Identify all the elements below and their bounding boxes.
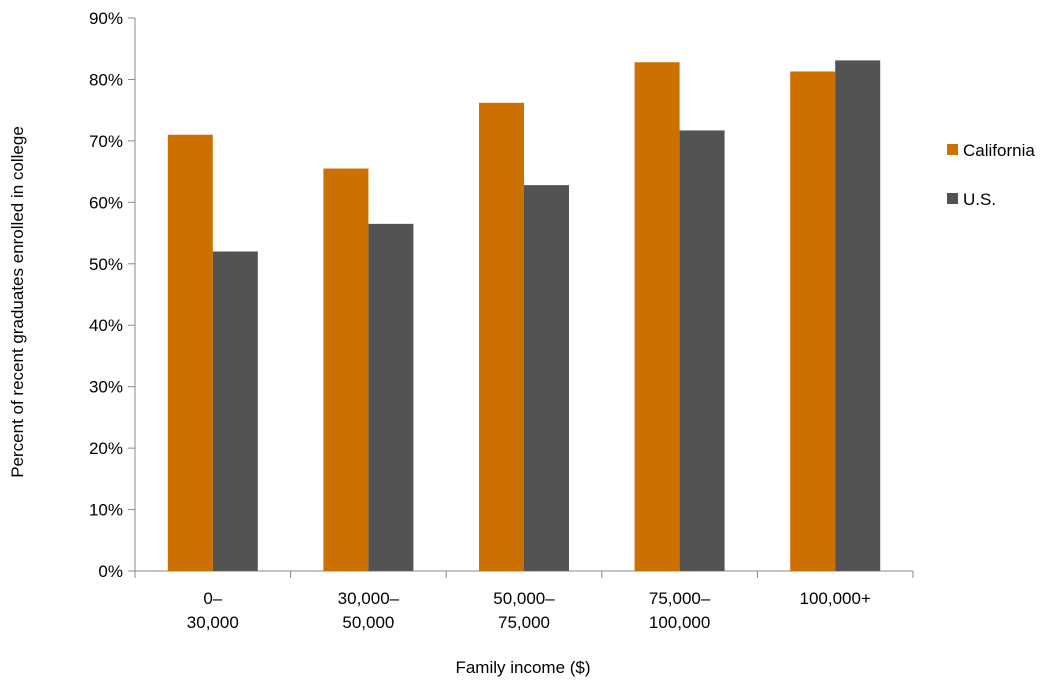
x-tick-label-line: 30,000– (338, 589, 400, 608)
x-tick-label-line: 100,000+ (800, 589, 871, 608)
x-axis: 0– 30,000 30,000– 50,000 50,000– 75,000 75,000… (134, 570, 914, 632)
x-tick-label-line: 0– (203, 589, 222, 608)
y-tick-label: 20% (89, 439, 123, 458)
bar-u-s-1 (368, 223, 414, 572)
y-tick-label: 40% (89, 316, 123, 335)
bar-u-s-2 (524, 185, 569, 571)
legend-label: California (963, 141, 1035, 160)
x-tick-label: 100,000+ (800, 589, 871, 608)
x-tick-label-line: 30,000 (187, 613, 239, 632)
legend-label: U.S. (963, 190, 996, 209)
x-tick-label-line: 50,000– (493, 589, 555, 608)
y-axis: 0% 10% 20% 30% 40% 50% 60% 70% 80% 90% (89, 9, 136, 581)
x-tick-label: 50,000– 75,000 (493, 589, 555, 632)
x-tick-label-line: 100,000 (649, 613, 710, 632)
legend: California U.S. (947, 141, 1035, 209)
y-tick-label: 10% (89, 501, 123, 520)
x-tick-label-line: 50,000 (342, 613, 394, 632)
y-tick-label: 70% (89, 132, 123, 151)
x-tick-label: 30,000– 50,000 (338, 589, 400, 632)
bar-u-s-3 (679, 130, 725, 571)
x-axis-title: Family income ($) (455, 658, 590, 677)
y-axis-title: Percent of recent graduates enrolled in … (8, 126, 27, 478)
x-tick-label: 75,000– 100,000 (649, 589, 711, 632)
y-tick-label: 80% (89, 70, 123, 89)
y-tick-label: 0% (98, 562, 123, 581)
y-tick-label: 90% (89, 9, 123, 28)
bar-california-3 (634, 62, 680, 572)
bar-california-2 (479, 102, 524, 571)
y-tick-label: 60% (89, 193, 123, 212)
bar-u-s-4 (835, 60, 881, 571)
bar-california-1 (323, 168, 369, 572)
legend-swatch (947, 193, 958, 204)
bar-california-0 (167, 134, 213, 571)
legend-swatch (947, 144, 958, 155)
x-tick-label: 0– 30,000 (187, 589, 239, 632)
bar-u-s-0 (212, 251, 258, 571)
x-tick-label-line: 75,000 (498, 613, 550, 632)
y-tick-label: 30% (89, 378, 123, 397)
bar-california-4 (790, 71, 836, 571)
bars (167, 60, 881, 572)
y-tick-label: 50% (89, 255, 123, 274)
x-tick-label-line: 75,000– (649, 589, 711, 608)
